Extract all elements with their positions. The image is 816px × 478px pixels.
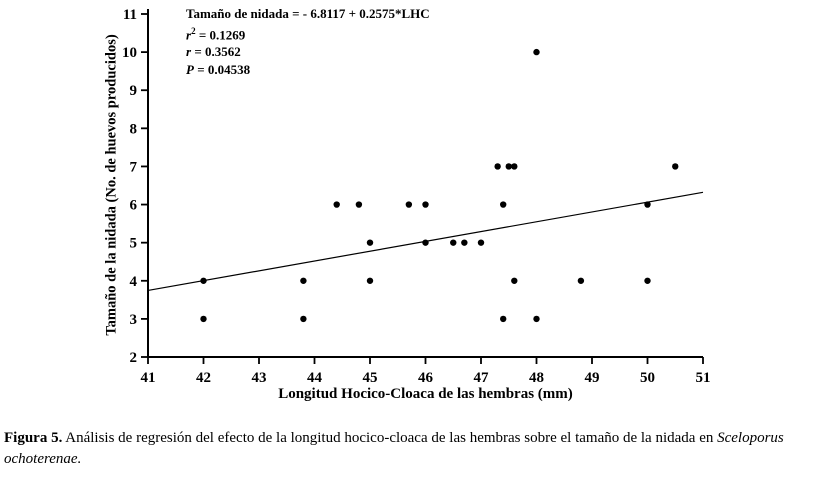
r-squared-symbol: r [186,26,192,42]
data-point [366,277,374,284]
regression-equation: Tamaño de nidada = - 6.8117 + 0.2575*LHC [186,6,430,21]
r-stat: r = 0.3562 [186,43,430,61]
y-axis-label: Tamaño de la nidada (No. de huevos produ… [103,34,120,336]
p-symbol: P [186,61,194,77]
data-point [672,163,679,170]
data-point [461,239,468,246]
x-tick-label: 44 [307,370,323,386]
p-value-stat: P = 0.04538 [186,61,430,79]
caption-label: Figura 5. [4,430,63,446]
x-tick-label: 47 [474,370,490,386]
data-point [644,277,651,284]
x-tick-label: 43 [252,370,267,386]
x-tick-label: 51 [696,370,711,386]
data-point [333,201,340,208]
y-tick-label: 3 [130,312,138,328]
data-point [422,239,429,246]
r-squared-value: = 0.1269 [195,26,246,42]
x-tick-label: 41 [141,370,156,386]
data-point [200,277,207,284]
data-point [500,201,507,208]
data-point [533,315,540,323]
y-tick-label: 4 [130,274,138,290]
y-tick-label: 9 [130,83,138,99]
data-point [505,163,512,170]
data-point [500,315,507,323]
data-point [450,239,457,246]
caption-species: Sceloporus ochoterenae. [4,430,784,467]
x-tick-label: 49 [585,370,600,386]
data-point [200,315,207,323]
data-point [405,201,413,208]
data-point [644,201,651,208]
y-tick-label: 6 [130,198,138,214]
r-value: = 0.3562 [191,44,241,60]
chart-area: 41 42 43 44 45 46 47 48 49 50 51 2 3 4 5 6 7 8 9 10 11 Tamañ… [103,5,711,402]
x-axis-label: Longitud Hocico-Cloaca de las hembras (m… [278,386,573,402]
data-point [577,277,585,284]
r-squared-stat: r2 = 0.1269 [186,23,430,44]
data-point [300,277,307,284]
x-tick-label: 50 [640,370,655,386]
y-tick-label: 2 [130,350,138,366]
y-tick-label: 10 [122,45,137,61]
x-tick-label: 42 [196,370,211,386]
y-tick-label: 7 [130,159,138,175]
data-point [494,163,501,170]
figure-caption: Figura 5. Análisis de regresión del efec… [4,428,812,470]
data-point [511,163,518,170]
r-symbol: r [186,44,192,60]
x-tick-label: 45 [363,370,378,386]
caption-text: Análisis de regresión del efecto de la l… [62,430,718,446]
y-tick-label: 11 [123,7,137,23]
y-tick-label: 5 [130,236,138,252]
data-point [477,239,485,246]
x-tick-label: 46 [418,370,434,386]
data-point [366,239,374,246]
data-point [511,277,518,284]
data-point [422,201,429,208]
data-point [533,48,540,56]
x-tick-label: 48 [529,370,544,386]
y-tick-label: 8 [130,121,138,137]
data-point [355,201,363,208]
stats-annotation: Tamaño de nidada = - 6.8117 + 0.2575*LHC… [186,5,430,78]
r-squared-exponent: 2 [191,25,196,36]
p-value: = 0.04538 [193,61,251,77]
data-point [300,315,307,323]
